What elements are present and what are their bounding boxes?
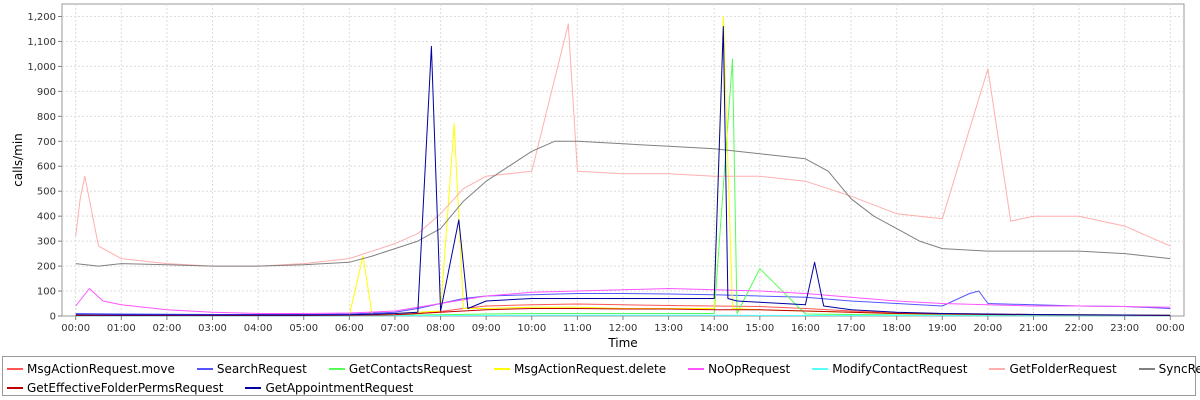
legend-label: MsgActionRequest.move xyxy=(27,361,175,376)
x-tick-label: 01:00 xyxy=(107,323,136,334)
legend-swatch xyxy=(245,386,262,389)
legend-swatch xyxy=(989,367,1006,370)
y-axis: 0 100 200 300 400 500 600 700 800 900 1,000 1,100 1,… xyxy=(27,12,62,323)
legend-swatch xyxy=(7,386,23,389)
legend-label: GetAppointmentRequest xyxy=(265,380,414,395)
x-tick-label: 07:00 xyxy=(381,323,410,334)
y-tick-label: 0 xyxy=(50,312,56,323)
y-tick-label: 500 xyxy=(37,187,56,198)
series-line-nooprequest xyxy=(75,288,1171,314)
legend-item: GetFolderRequest xyxy=(989,361,1117,376)
legend-swatch xyxy=(1138,367,1155,370)
y-tick-label: 200 xyxy=(37,262,56,273)
legend-swatch xyxy=(196,367,213,370)
y-tick-label: 300 xyxy=(37,237,56,248)
y-tick-label: 1,200 xyxy=(27,12,56,23)
x-tick-label: 14:00 xyxy=(700,323,729,334)
y-axis-title: calls/min xyxy=(11,133,25,187)
legend-label: GetEffectiveFolderPermsRequest xyxy=(27,380,224,395)
y-tick-label: 100 xyxy=(37,287,56,298)
legend-item: SearchRequest xyxy=(196,361,307,376)
x-tick-label: 03:00 xyxy=(198,323,227,334)
legend-row: GetEffectiveFolderPermsRequest GetAppoint… xyxy=(7,378,1195,397)
legend-row: MsgActionRequest.move SearchRequest GetCon… xyxy=(7,359,1200,378)
legend-label: SyncRequest xyxy=(1158,361,1200,376)
legend-item: GetAppointmentRequest xyxy=(245,381,413,395)
x-tick-label: 04:00 xyxy=(244,323,273,334)
x-tick-label: 09:00 xyxy=(472,323,501,334)
y-tick-label: 700 xyxy=(37,137,56,148)
legend: MsgActionRequest.move SearchRequest GetCon… xyxy=(2,356,1200,397)
y-tick-label: 800 xyxy=(37,112,56,123)
x-tick-label: 00:00 xyxy=(61,323,90,334)
legend-swatch xyxy=(812,367,829,370)
series-line-syncrequest xyxy=(75,140,1171,267)
legend-item: ModifyContactRequest xyxy=(812,362,967,376)
legend-swatch xyxy=(493,367,510,370)
y-tick-label: 1,100 xyxy=(27,37,56,48)
series-line-getappointmentrequest xyxy=(75,26,1171,316)
x-tick-label: 00:00 xyxy=(1156,323,1185,334)
legend-item: MsgActionRequest.move xyxy=(7,362,175,376)
legend-swatch xyxy=(7,367,23,370)
x-tick-label: 17:00 xyxy=(837,323,866,334)
x-tick-label: 12:00 xyxy=(609,323,638,334)
y-tick-label: 900 xyxy=(37,87,56,98)
legend-item: MsgActionRequest.delete xyxy=(493,361,667,376)
legend-label: SearchRequest xyxy=(216,361,307,376)
legend-label: ModifyContactRequest xyxy=(832,361,968,376)
x-tick-label: 18:00 xyxy=(882,323,911,334)
legend-item: NoOpRequest xyxy=(688,362,790,376)
legend-swatch xyxy=(328,367,345,370)
x-tick-label: 16:00 xyxy=(791,323,820,334)
x-tick-label: 10:00 xyxy=(517,323,546,334)
x-tick-label: 06:00 xyxy=(335,323,364,334)
x-axis: 00:00 01:00 02:00 03:00 04:00 05:00 06:00 07:00… xyxy=(61,316,1185,334)
x-tick-label: 05:00 xyxy=(289,323,318,334)
legend-item: GetEffectiveFolderPermsRequest xyxy=(7,381,223,395)
legend-item: GetContactsRequest xyxy=(328,361,472,376)
y-tick-label: 1,000 xyxy=(27,62,56,73)
legend-label: GetFolderRequest xyxy=(1009,361,1117,376)
x-tick-label: 02:00 xyxy=(152,323,181,334)
x-tick-label: 15:00 xyxy=(745,323,774,334)
x-tick-label: 21:00 xyxy=(1019,323,1048,334)
series-line-getfolderrequest xyxy=(75,23,1171,267)
x-axis-title: Time xyxy=(607,336,637,350)
x-tick-label: 20:00 xyxy=(973,323,1002,334)
legend-label: GetContactsRequest xyxy=(348,361,472,376)
x-tick-label: 19:00 xyxy=(928,323,957,334)
y-tick-label: 400 xyxy=(37,212,56,223)
legend-swatch xyxy=(688,367,705,370)
x-tick-label: 11:00 xyxy=(563,323,592,334)
x-tick-label: 22:00 xyxy=(1065,323,1094,334)
x-tick-label: 13:00 xyxy=(654,323,683,334)
legend-label: NoOpRequest xyxy=(708,361,791,376)
x-tick-label: 23:00 xyxy=(1110,323,1139,334)
series-group xyxy=(75,16,1171,317)
legend-item: SyncRequest xyxy=(1138,361,1200,376)
chart: 0 100 200 300 400 500 600 700 800 900 1,000 1,100 1,… xyxy=(11,3,1185,350)
y-tick-label: 600 xyxy=(37,162,56,173)
legend-label: MsgActionRequest.delete xyxy=(513,361,667,376)
x-tick-label: 08:00 xyxy=(426,323,455,334)
